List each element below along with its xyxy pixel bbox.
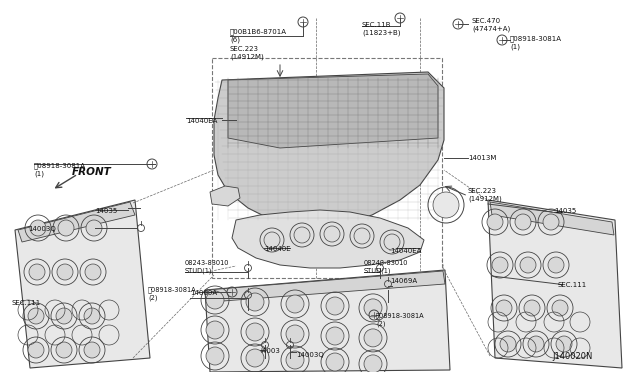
Circle shape (552, 300, 568, 316)
Circle shape (515, 214, 531, 230)
Circle shape (326, 297, 344, 315)
Circle shape (28, 308, 44, 324)
Circle shape (524, 300, 540, 316)
Circle shape (56, 308, 72, 324)
Circle shape (86, 220, 102, 236)
Polygon shape (214, 72, 444, 226)
Circle shape (384, 234, 400, 250)
Circle shape (286, 325, 304, 343)
Polygon shape (18, 202, 135, 242)
Text: 08243-83010
STUD(1): 08243-83010 STUD(1) (185, 260, 230, 274)
Text: SEC.11B
(11823+B): SEC.11B (11823+B) (362, 22, 401, 36)
Text: 14040E: 14040E (264, 246, 291, 252)
Circle shape (246, 323, 264, 341)
Text: i4003: i4003 (260, 348, 280, 354)
Text: SEC.223
(14912M): SEC.223 (14912M) (468, 188, 502, 202)
Text: SEC.223
(14912M): SEC.223 (14912M) (230, 46, 264, 60)
Text: Ⓒ08918-3081A
(2): Ⓒ08918-3081A (2) (148, 286, 196, 301)
Polygon shape (228, 74, 438, 148)
Circle shape (487, 214, 503, 230)
Polygon shape (207, 271, 445, 302)
Circle shape (324, 226, 340, 242)
Text: Ⓒ00B1B6-8701A
(6): Ⓒ00B1B6-8701A (6) (230, 28, 287, 43)
Circle shape (84, 342, 100, 358)
Circle shape (57, 264, 73, 280)
Text: SEC.111: SEC.111 (558, 282, 588, 288)
Polygon shape (205, 270, 450, 372)
Bar (212, 58, 442, 278)
Circle shape (29, 264, 45, 280)
Circle shape (294, 227, 310, 243)
Circle shape (206, 321, 224, 339)
Polygon shape (232, 210, 424, 268)
Circle shape (500, 336, 516, 352)
Text: SEC.111: SEC.111 (12, 300, 41, 306)
Circle shape (548, 257, 564, 273)
Circle shape (543, 214, 559, 230)
Circle shape (30, 220, 46, 236)
Text: SEC.470
(47474+A): SEC.470 (47474+A) (472, 18, 510, 32)
Circle shape (58, 220, 74, 236)
Circle shape (84, 308, 100, 324)
Circle shape (246, 349, 264, 367)
Circle shape (28, 342, 44, 358)
Circle shape (364, 329, 382, 347)
Text: 14035: 14035 (95, 208, 117, 214)
Circle shape (496, 300, 512, 316)
Polygon shape (15, 200, 150, 368)
Circle shape (433, 192, 459, 218)
Circle shape (206, 291, 224, 309)
Circle shape (326, 353, 344, 371)
Text: Ⓒ08918-3081A
(2): Ⓒ08918-3081A (2) (376, 312, 424, 327)
Text: 14013M: 14013M (468, 155, 497, 161)
Polygon shape (488, 200, 622, 368)
Text: FRONT: FRONT (72, 167, 112, 177)
Circle shape (206, 347, 224, 365)
Circle shape (286, 351, 304, 369)
Circle shape (85, 264, 101, 280)
Circle shape (364, 355, 382, 372)
Text: Ⓒ08918-3081A
(1): Ⓒ08918-3081A (1) (34, 162, 86, 177)
Circle shape (364, 299, 382, 317)
Text: J140020N: J140020N (552, 352, 593, 361)
Circle shape (528, 336, 544, 352)
Circle shape (492, 257, 508, 273)
Circle shape (326, 327, 344, 345)
Text: 14040EA: 14040EA (390, 248, 421, 254)
Text: 14040EA: 14040EA (186, 118, 218, 124)
Circle shape (520, 257, 536, 273)
Circle shape (56, 342, 72, 358)
Text: 14069A: 14069A (190, 290, 217, 296)
Text: 08243-83010
STUD(1): 08243-83010 STUD(1) (364, 260, 408, 274)
Text: Ⓒ08918-3081A
(1): Ⓒ08918-3081A (1) (510, 35, 562, 49)
Polygon shape (490, 202, 614, 235)
Text: 14069A: 14069A (390, 278, 417, 284)
Circle shape (286, 295, 304, 313)
Circle shape (556, 336, 572, 352)
Text: 14003Q: 14003Q (28, 226, 56, 232)
Circle shape (246, 293, 264, 311)
Text: 14003Q: 14003Q (296, 352, 324, 358)
Circle shape (354, 228, 370, 244)
Polygon shape (210, 186, 240, 206)
Circle shape (264, 232, 280, 248)
Text: 14035: 14035 (554, 208, 576, 214)
